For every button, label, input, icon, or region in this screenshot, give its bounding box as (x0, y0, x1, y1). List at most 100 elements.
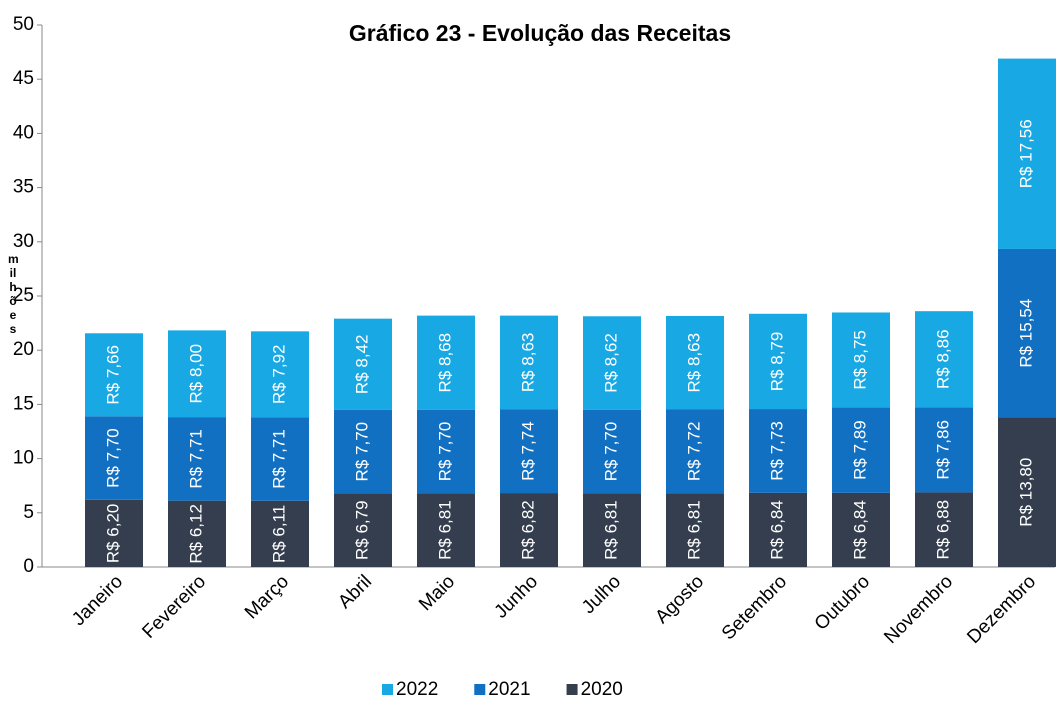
value-label: R$ 7,70 (435, 422, 454, 482)
y-tick-label: 10 (13, 448, 34, 469)
chart-title: Gráfico 23 - Evolução das Receitas (349, 20, 731, 46)
bar-segment (832, 407, 890, 493)
bar-segment (749, 409, 807, 493)
value-label: R$ 7,71 (269, 429, 288, 489)
bar-segment (168, 330, 226, 418)
bar-segment (915, 492, 973, 567)
value-label: R$ 6,81 (684, 500, 703, 560)
bar-segment (168, 417, 226, 501)
legend-swatch (566, 684, 578, 695)
legend-label: 2022 (396, 679, 438, 700)
value-label: R$ 6,20 (103, 504, 122, 564)
legend-label: 2021 (488, 679, 530, 700)
bar-segment (251, 417, 309, 501)
x-tick-label: Janeiro (68, 571, 127, 630)
bar-segment (749, 492, 807, 567)
bar-segment (334, 409, 392, 494)
value-label: R$ 8,75 (850, 330, 869, 390)
y-tick-label: 40 (13, 122, 34, 143)
value-label: R$ 6,84 (850, 500, 869, 560)
value-label: R$ 8,86 (933, 329, 952, 389)
value-label: R$ 8,79 (767, 332, 786, 392)
bar-segment (666, 409, 724, 494)
value-label: R$ 6,79 (352, 500, 371, 560)
bar-segment (915, 407, 973, 493)
value-label: R$ 6,82 (518, 500, 537, 560)
bar-segment (334, 318, 392, 410)
bar-segment (500, 409, 558, 494)
bar-segment (583, 409, 641, 494)
value-label: R$ 7,73 (767, 421, 786, 481)
value-label: R$ 13,80 (1016, 458, 1035, 527)
legend-swatch (382, 684, 393, 695)
x-tick-label: Novembro (880, 571, 957, 648)
value-label: R$ 6,81 (601, 500, 620, 560)
value-label: R$ 6,11 (269, 505, 288, 563)
bar-segment (251, 331, 309, 418)
x-tick-label: Junho (491, 571, 542, 622)
value-label: R$ 6,12 (186, 504, 205, 564)
bar-segment (251, 500, 309, 567)
value-label: R$ 7,71 (186, 429, 205, 489)
x-tick-label: Julho (578, 571, 625, 618)
value-label: R$ 15,54 (1016, 299, 1035, 368)
legend-swatch (474, 684, 486, 695)
value-label: R$ 8,00 (186, 344, 205, 404)
bar-segment (832, 312, 890, 408)
y-axis-label: milhões (8, 252, 19, 336)
x-tick-label: Outubro (811, 571, 874, 634)
bar-segment (583, 316, 641, 410)
value-label: R$ 8,68 (435, 333, 454, 393)
value-label: R$ 7,89 (850, 420, 869, 480)
bar-segment (832, 492, 890, 567)
bar-segment (168, 500, 226, 567)
bar-segment (749, 313, 807, 410)
x-tick-label: Agosto (651, 571, 708, 628)
bar-segment (417, 493, 475, 567)
value-label: R$ 6,88 (933, 500, 952, 560)
value-label: R$ 7,70 (103, 428, 122, 488)
bar-segment (85, 333, 143, 417)
bar-segment (666, 493, 724, 567)
bar-segment (417, 409, 475, 494)
value-label: R$ 7,70 (352, 422, 371, 482)
y-tick-label: 30 (13, 231, 34, 252)
value-label: R$ 7,74 (518, 421, 537, 481)
value-label: R$ 7,70 (601, 422, 620, 482)
y-tick-label: 15 (13, 393, 34, 414)
x-tick-label: Dezembro (963, 571, 1040, 648)
y-tick-label: 0 (23, 556, 34, 577)
x-tick-label: Fevereiro (138, 571, 210, 643)
y-tick-label: 35 (13, 177, 34, 198)
x-tick-label: Maio (415, 571, 459, 615)
y-tick-label: 20 (13, 339, 34, 360)
value-label: R$ 17,56 (1016, 119, 1035, 188)
value-label: R$ 8,63 (684, 333, 703, 393)
bar-segment (500, 493, 558, 567)
x-tick-label: Setembro (718, 571, 791, 644)
legend-label: 2020 (581, 679, 623, 700)
value-label: R$ 6,81 (435, 500, 454, 560)
value-label: R$ 7,66 (103, 345, 122, 405)
bar-segment (85, 499, 143, 567)
bar-segment (417, 315, 475, 410)
value-label: R$ 8,63 (518, 333, 537, 393)
bar-segment (500, 315, 558, 410)
x-tick-label: Março (241, 571, 293, 623)
value-label: R$ 7,72 (684, 422, 703, 482)
value-label: R$ 7,92 (269, 344, 288, 404)
x-tick-label: Abril (334, 571, 376, 613)
bar-segment (334, 493, 392, 567)
value-label: R$ 8,42 (352, 335, 371, 395)
bar-segment (998, 248, 1056, 418)
bar-segment (666, 315, 724, 410)
y-tick-label: 25 (13, 285, 34, 306)
bar-segment (998, 58, 1056, 249)
value-label: R$ 7,86 (933, 420, 952, 480)
bar-segment (998, 417, 1056, 567)
bar-segment (915, 311, 973, 408)
y-tick-label: 50 (13, 14, 34, 35)
value-label: R$ 8,62 (601, 333, 620, 393)
